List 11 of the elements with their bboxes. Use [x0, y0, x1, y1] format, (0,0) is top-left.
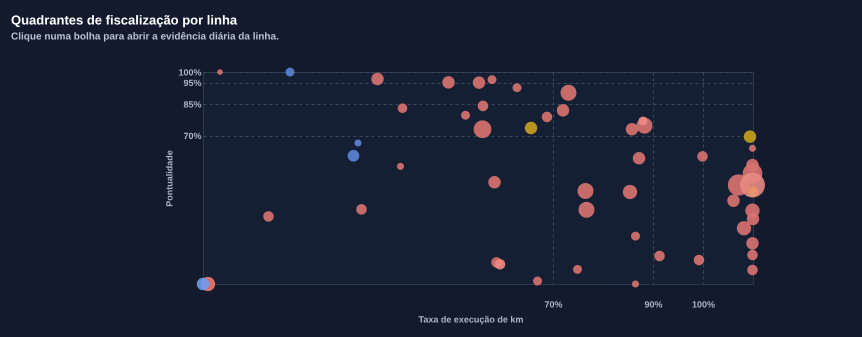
x-axis-title: Taxa de execução de km: [418, 314, 524, 324]
y-tick-label: 95%: [183, 78, 202, 88]
y-tick-label: 70%: [183, 131, 202, 142]
x-tick-label: 90%: [644, 300, 663, 310]
chart-title: Quadrantes de fiscalização por linha: [11, 12, 238, 28]
chart-subtitle: Clique numa bolha para abrir a evidência diária da linha.: [11, 32, 280, 43]
y-axis-title: Pontualidade: [164, 150, 174, 207]
x-tick-label: 70%: [544, 300, 563, 310]
y-tick-label: 100%: [178, 68, 202, 78]
x-tick-label: 100%: [692, 300, 716, 310]
y-tick-label: 85%: [183, 99, 202, 110]
